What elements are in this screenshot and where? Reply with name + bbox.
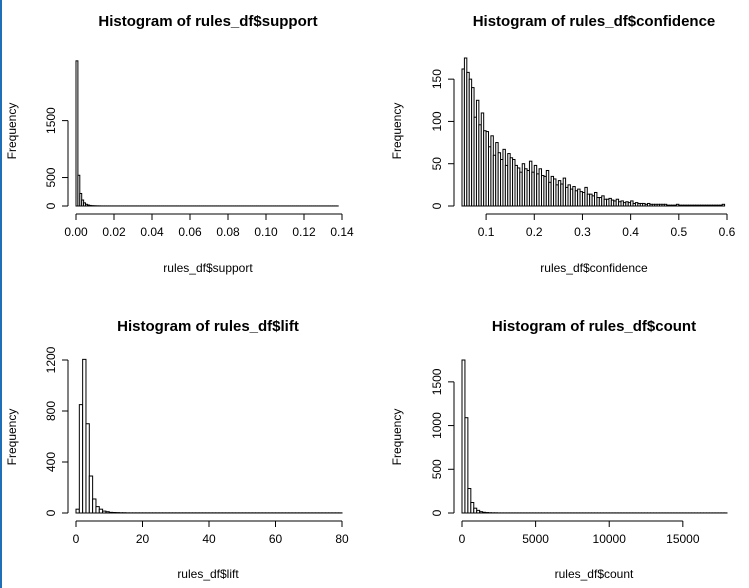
x-tick-label: 0.02 [102,225,126,239]
bars [461,57,726,207]
y-axis-label: Frequency [390,409,404,466]
x-tick-label: 0.08 [216,225,240,239]
x-tick-label: 0.00 [64,225,88,239]
x-tick-label: 0 [459,532,466,546]
y-axis: 0 400 800 1200 [44,346,69,516]
window-left-border [0,0,2,588]
y-axis-label: Frequency [390,103,404,160]
histogram-bar [92,498,97,514]
y-axis-label: Frequency [5,409,19,466]
histogram-bar [467,488,472,514]
x-tick-label: 0.12 [292,225,316,239]
y-tick-label: 0 [430,202,444,209]
bars [461,359,728,514]
x-tick-label: 15000 [666,532,700,546]
y-tick-label: 0 [44,509,58,516]
x-tick-label: 20 [136,532,150,546]
y-tick-label: 0 [44,202,58,209]
x-axis-label: rules_df$support [163,261,253,275]
y-axis: 0 50 100 150 [430,69,455,209]
x-tick-label: 0 [73,532,80,546]
y-tick-label: 800 [44,401,58,421]
x-tick-label: 5000 [522,532,549,546]
panel-count: Histogram of rules_df$count rules_df$cou… [390,318,728,581]
x-axis-label: rules_df$count [555,567,634,581]
x-tick-label: 0.06 [178,225,202,239]
histogram-bar [464,417,469,514]
histogram-bar [85,423,90,514]
panel-lift: Histogram of rules_df$lift rules_df$lift… [5,318,349,581]
histogram-bar [77,174,81,207]
x-axis: 0.00 0.02 0.04 0.06 0.08 0.10 0.12 0.14 [64,213,354,239]
y-tick-label: 100 [430,111,444,131]
x-axis: 0.1 0.2 0.3 0.4 0.5 0.6 [478,213,736,239]
chart-title: Histogram of rules_df$confidence [473,13,716,30]
x-axis: 0 5000 10000 15000 [459,520,700,546]
y-tick-label: 500 [44,167,58,187]
x-tick-label: 0.04 [140,225,164,239]
bars [75,358,343,514]
x-tick-label: 0.4 [622,225,639,239]
panel-confidence: Histogram of rules_df$confidence rules_d… [390,13,736,275]
x-tick-label: 40 [202,532,216,546]
x-tick-label: 60 [269,532,283,546]
y-tick-label: 1000 [430,412,444,439]
x-tick-label: 0.2 [526,225,543,239]
histogram-bar [721,203,726,207]
x-tick-label: 0.1 [478,225,495,239]
y-axis-label: Frequency [5,103,19,160]
x-tick-label: 10000 [593,532,627,546]
y-tick-label: 400 [44,452,58,472]
x-tick-label: 0.5 [670,225,687,239]
chart-title: Histogram of rules_df$support [98,13,317,30]
y-tick-label: 0 [430,509,444,516]
bars [75,60,339,207]
x-axis-label: rules_df$confidence [540,261,648,275]
y-tick-label: 1500 [44,107,58,134]
y-tick-label: 1500 [430,368,444,395]
y-tick-label: 1200 [44,346,58,373]
x-tick-label: 80 [335,532,349,546]
y-tick-label: 50 [430,157,444,171]
y-axis: 0 500 1000 1500 [430,368,455,516]
x-tick-label: 0.14 [330,225,354,239]
x-tick-label: 0.6 [719,225,736,239]
y-tick-label: 500 [430,459,444,479]
y-axis: 0 500 1500 [44,107,69,209]
x-axis-label: rules_df$lift [177,567,239,581]
x-tick-label: 0.10 [254,225,278,239]
x-tick-label: 0.3 [574,225,591,239]
panel-support: Histogram of rules_df$support rules_df$s… [5,13,354,275]
histogram-bar [88,475,94,514]
histogram-bar [75,60,79,207]
y-tick-label: 150 [430,69,444,89]
chart-title: Histogram of rules_df$count [492,318,696,335]
chart-title: Histogram of rules_df$lift [117,318,299,335]
x-axis: 0 20 40 60 80 [73,520,349,546]
